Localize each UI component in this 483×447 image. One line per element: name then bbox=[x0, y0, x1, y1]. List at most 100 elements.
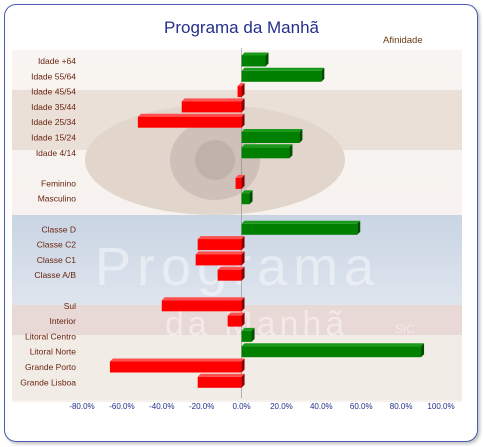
bar-top-face bbox=[195, 251, 245, 255]
bar bbox=[217, 266, 245, 281]
bar-top-face bbox=[197, 236, 245, 240]
category-label: Feminino bbox=[41, 178, 76, 188]
bar-top-face bbox=[197, 373, 245, 377]
bar-front-face bbox=[197, 376, 242, 388]
bar-top-face bbox=[235, 174, 245, 178]
category-label: Idade 35/44 bbox=[31, 102, 76, 112]
background-text-da-manha: da Manhã bbox=[165, 305, 348, 343]
bar-front-face bbox=[237, 86, 242, 98]
bar-front-face bbox=[241, 132, 300, 143]
bar-front-face bbox=[137, 116, 242, 128]
category-label: Idade 4/14 bbox=[36, 148, 76, 158]
bar-top-face bbox=[137, 113, 245, 117]
bar bbox=[241, 190, 253, 205]
bar-side-face bbox=[357, 220, 361, 235]
bar-side-face bbox=[421, 343, 425, 358]
chart-title: Programa da Manhã bbox=[164, 18, 319, 37]
bar-front-face bbox=[241, 147, 290, 159]
category-label: Classe C2 bbox=[37, 240, 76, 250]
x-tick-label: 0.0% bbox=[232, 402, 250, 411]
bar-side-face bbox=[241, 236, 245, 251]
category-label: Classe A/B bbox=[34, 270, 76, 280]
bar bbox=[241, 52, 269, 67]
bar-top-face bbox=[237, 83, 245, 87]
bar bbox=[227, 312, 245, 327]
bar bbox=[161, 297, 245, 312]
bar-top-face bbox=[241, 129, 303, 132]
category-label: Interior bbox=[50, 316, 77, 326]
category-label: Idade 55/64 bbox=[31, 71, 76, 81]
bar bbox=[235, 174, 245, 189]
bar bbox=[181, 98, 245, 113]
bar-top-face bbox=[217, 266, 245, 270]
bar bbox=[241, 343, 425, 358]
bar-side-face bbox=[299, 129, 303, 143]
bar-front-face bbox=[241, 223, 358, 235]
category-label: Grande Lisboa bbox=[20, 377, 76, 387]
bar bbox=[241, 129, 303, 143]
bar-top-face bbox=[241, 52, 269, 56]
bar-side-face bbox=[251, 327, 255, 342]
bar bbox=[241, 327, 255, 342]
bar-front-face bbox=[241, 193, 250, 205]
x-tick-label: 100.0% bbox=[427, 402, 454, 411]
bar-side-face bbox=[321, 67, 325, 82]
bar bbox=[241, 144, 293, 159]
bar-front-face bbox=[235, 177, 242, 189]
x-tick-label: -80.0% bbox=[69, 402, 94, 411]
bar-side-face bbox=[241, 98, 245, 113]
background-text-sic: SIC bbox=[395, 322, 415, 336]
bar-side-face bbox=[241, 174, 245, 189]
bar-top-face bbox=[109, 358, 245, 362]
bar bbox=[137, 113, 245, 128]
bar bbox=[109, 358, 245, 373]
category-labels: Idade +64 Idade 55/64 Idade 45/54 Idade 35/… bbox=[20, 56, 76, 387]
bar-side-face bbox=[241, 373, 245, 388]
category-label: Grande Porto bbox=[25, 362, 76, 372]
bar-front-face bbox=[241, 346, 422, 358]
bar-top-face bbox=[181, 98, 245, 102]
category-label: Sul bbox=[64, 301, 76, 311]
category-label: Idade +64 bbox=[38, 56, 76, 66]
bar bbox=[195, 251, 245, 266]
bar-side-face bbox=[241, 312, 245, 327]
x-tick-label: 60.0% bbox=[350, 402, 373, 411]
x-tick-label: -60.0% bbox=[109, 402, 134, 411]
bar-side-face bbox=[265, 52, 269, 67]
bar-side-face bbox=[241, 297, 245, 312]
bar-side-face bbox=[241, 358, 245, 373]
bar-front-face bbox=[161, 300, 242, 312]
bar-front-face bbox=[109, 361, 242, 373]
x-tick-label: 20.0% bbox=[270, 402, 293, 411]
category-label: Idade 45/54 bbox=[31, 87, 76, 97]
bar bbox=[197, 373, 245, 388]
category-label: Idade 25/34 bbox=[31, 117, 76, 127]
bar-side-face bbox=[249, 190, 253, 205]
background-image-text: Programa da Manhã SIC bbox=[95, 237, 415, 343]
category-label: Classe D bbox=[42, 224, 76, 234]
bar-top-face bbox=[241, 220, 361, 224]
bar-front-face bbox=[227, 315, 242, 327]
bar-front-face bbox=[181, 101, 242, 113]
bar bbox=[241, 67, 325, 82]
legend-label: Afinidade bbox=[383, 35, 423, 46]
x-tick-label: -40.0% bbox=[149, 402, 174, 411]
bar-front-face bbox=[197, 239, 242, 251]
bar bbox=[197, 236, 245, 251]
bar-top-face bbox=[241, 327, 255, 331]
bars bbox=[109, 52, 425, 388]
x-tick-label: 40.0% bbox=[310, 402, 333, 411]
category-label: Idade 15/24 bbox=[31, 133, 76, 143]
bar bbox=[241, 220, 361, 235]
bar-top-face bbox=[241, 144, 293, 148]
bar-top-face bbox=[241, 343, 425, 347]
bar-side-face bbox=[241, 251, 245, 266]
category-label: Litoral Centro bbox=[25, 331, 76, 341]
x-tick-label: 80.0% bbox=[390, 402, 413, 411]
bar-top-face bbox=[161, 297, 245, 301]
bar-front-face bbox=[241, 70, 322, 82]
bar-front-face bbox=[241, 55, 266, 67]
bar-side-face bbox=[289, 144, 293, 159]
tick-labels: -80.0% -60.0% -40.0% -20.0% 0.0% 20.0% 40.0% 60… bbox=[69, 402, 454, 411]
